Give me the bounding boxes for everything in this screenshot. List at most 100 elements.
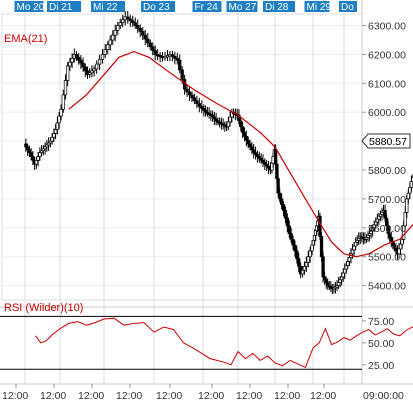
candle-body <box>320 236 323 256</box>
candle-body <box>277 179 280 193</box>
candle-body <box>323 277 326 280</box>
candle-body <box>342 273 345 277</box>
candle-body <box>286 218 289 226</box>
candle-body <box>109 40 112 45</box>
candle-body <box>227 122 230 127</box>
candle-body <box>278 193 281 199</box>
time-tick-label: 12:00 <box>310 390 336 402</box>
candle-body <box>71 58 74 62</box>
candle-body <box>393 245 396 248</box>
candle-body <box>30 153 33 157</box>
candle-body <box>390 237 393 241</box>
candle-body <box>178 60 181 70</box>
candle-body <box>149 43 152 47</box>
candle-body <box>410 182 413 188</box>
last-price-marker: 5880.57 <box>362 134 410 148</box>
candle-body <box>325 280 328 283</box>
time-tick-label: 12:00 <box>236 390 262 402</box>
candle-body <box>252 150 255 153</box>
candle-body <box>241 127 244 133</box>
candle-body <box>292 239 295 245</box>
candle-body <box>56 123 59 130</box>
candle-body <box>284 210 287 218</box>
candle-body <box>409 187 412 193</box>
candle-body <box>54 130 57 134</box>
candle-body <box>401 239 404 244</box>
candle-body <box>345 265 348 269</box>
candle-body <box>28 150 31 153</box>
day-label: Mi 29 <box>307 2 332 13</box>
day-label: Mo 20 <box>17 2 45 13</box>
price-tick-label: 6100.00 <box>368 78 406 90</box>
time-tick-label: 12:00 <box>40 390 66 402</box>
time-tick-label: 12:00 <box>78 390 104 402</box>
candle-body <box>322 257 325 277</box>
candle-body <box>354 242 357 246</box>
candle-body <box>104 50 107 55</box>
candle-body <box>139 28 142 31</box>
candle-body <box>119 23 122 26</box>
time-tick-label: 12:00 <box>156 390 182 402</box>
candle-body <box>297 259 300 267</box>
candle-body <box>62 95 65 109</box>
candle-body <box>114 30 117 35</box>
candle-body <box>290 234 293 240</box>
price-tick-label: 5800.00 <box>368 165 406 177</box>
candle-body <box>37 157 40 161</box>
candle-body <box>95 64 98 69</box>
candle-body <box>229 117 232 122</box>
candle-body <box>339 280 342 283</box>
candle-body <box>193 98 196 101</box>
last-price-label: 5880.57 <box>369 136 407 148</box>
ema-legend-label: EMA(21) <box>4 33 47 45</box>
day-label: Mo 27 <box>229 2 257 13</box>
candle-body <box>296 251 299 259</box>
candle-body <box>111 35 114 40</box>
candle-body <box>35 160 38 164</box>
candle-body <box>186 89 189 92</box>
candle-body <box>154 51 157 55</box>
candle-body <box>196 101 199 104</box>
time-tick-label: 12:00 <box>198 390 224 402</box>
candle-body <box>101 54 104 59</box>
candle-body <box>51 137 54 141</box>
day-label: Di 28 <box>265 2 289 13</box>
candle-body <box>191 95 194 98</box>
candle-body <box>26 147 29 150</box>
candle-body <box>347 261 350 265</box>
candle-body <box>282 205 285 211</box>
candle-body <box>340 277 343 280</box>
day-label: Do <box>341 2 354 13</box>
price-tick-label: 5500.00 <box>368 252 406 264</box>
candle-body <box>309 251 312 257</box>
candle-body <box>134 23 137 26</box>
rsi-tick-label: 25.00 <box>368 360 394 372</box>
candle-body <box>307 257 310 263</box>
candle-body <box>188 92 191 95</box>
candle-body <box>53 133 56 137</box>
price-tick-label: 6200.00 <box>368 49 406 61</box>
candle-body <box>294 245 297 251</box>
candle-body <box>121 20 124 23</box>
candle-body <box>288 226 291 234</box>
candle-body <box>106 45 109 50</box>
candle-body <box>305 262 308 266</box>
candle-body <box>353 246 356 250</box>
candle-body <box>58 116 61 123</box>
candle-body <box>395 248 398 251</box>
candle-body <box>93 69 96 71</box>
day-label: Mi 22 <box>93 2 118 13</box>
candle-body <box>378 216 381 219</box>
candle-body <box>39 153 42 157</box>
rsi-tick-label: 75.00 <box>368 316 394 328</box>
candle-body <box>399 244 402 249</box>
day-label: Fr 24 <box>195 2 219 13</box>
rsi-tick-label: 50.00 <box>368 338 394 350</box>
candle-body <box>75 54 78 57</box>
candle-body <box>239 121 242 127</box>
price-tick-label: 6300.00 <box>368 21 406 33</box>
candle-body <box>245 136 248 140</box>
current-time-label: 09:00:00 <box>363 390 404 402</box>
